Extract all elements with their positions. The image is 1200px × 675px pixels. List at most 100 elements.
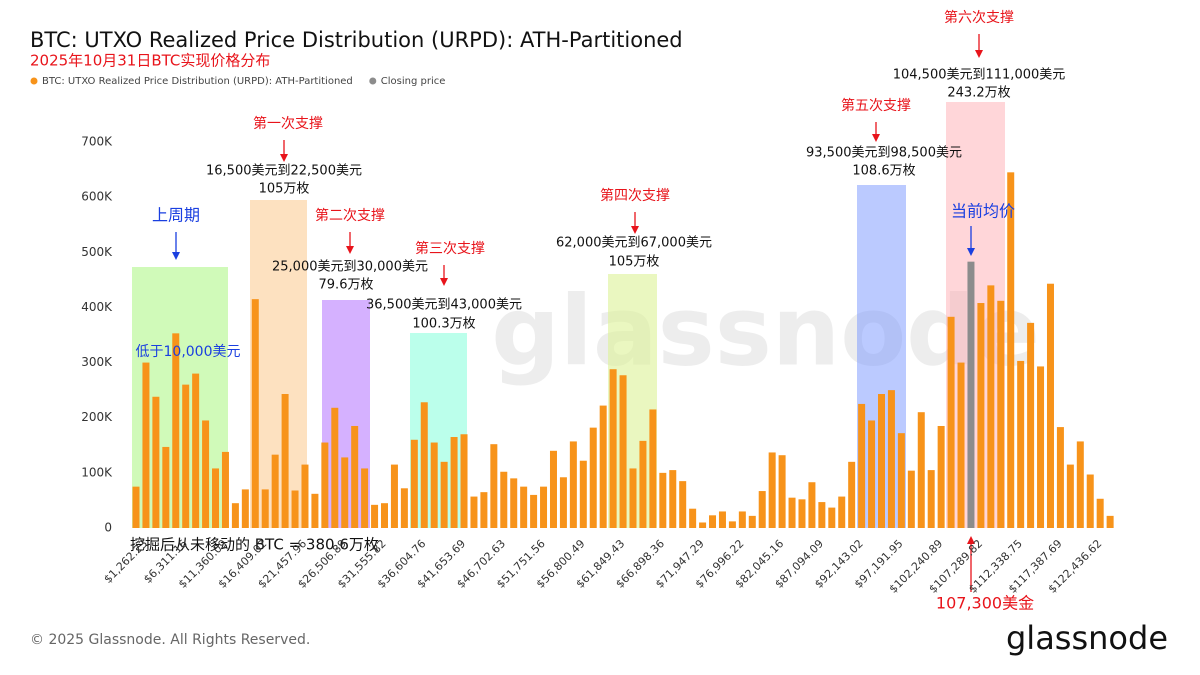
- bar: [997, 300, 1005, 528]
- bar: [261, 489, 269, 528]
- bar: [132, 486, 140, 528]
- support-range: 93,500美元到98,500美元: [806, 146, 962, 161]
- bar: [1086, 474, 1094, 528]
- bar: [987, 285, 995, 528]
- bar: [430, 442, 438, 528]
- bar: [848, 461, 856, 528]
- bar: [798, 499, 806, 528]
- arrow-head: [440, 278, 448, 286]
- bar: [709, 515, 717, 528]
- bar: [440, 461, 448, 528]
- bar: [390, 464, 398, 528]
- bar: [679, 481, 687, 528]
- bar: [689, 508, 697, 528]
- bar: [778, 455, 786, 528]
- bar: [1076, 441, 1084, 528]
- support-label: 第三次支撑: [415, 240, 485, 257]
- copyright: © 2025 Glassnode. All Rights Reserved.: [30, 632, 310, 648]
- support-label: 第一次支撑: [253, 115, 323, 132]
- bar: [530, 494, 538, 528]
- bar: [281, 394, 289, 528]
- bar: [231, 503, 239, 528]
- bar: [500, 471, 508, 528]
- bar: [609, 369, 617, 528]
- bar: [699, 522, 707, 528]
- y-tick-label: 300K: [81, 355, 113, 369]
- bar: [967, 261, 975, 528]
- bar: [1066, 464, 1074, 528]
- y-tick-label: 0: [104, 521, 112, 535]
- bar: [758, 491, 766, 528]
- cycle-label: 上周期: [152, 206, 200, 225]
- support-amount: 100.3万枚: [412, 317, 475, 332]
- bar: [549, 450, 557, 528]
- y-tick-label: 100K: [81, 465, 113, 479]
- bar: [351, 425, 359, 528]
- bar: [291, 490, 299, 528]
- bar: [212, 468, 220, 528]
- support-range: 104,500美元到111,000美元: [893, 68, 1066, 83]
- bar: [1056, 427, 1064, 528]
- bar: [868, 420, 876, 528]
- bar: [1027, 322, 1035, 528]
- bar: [957, 362, 965, 528]
- bar: [470, 496, 478, 528]
- bar: [381, 503, 388, 528]
- y-tick-label: 700K: [81, 135, 113, 149]
- y-tick-label: 500K: [81, 245, 113, 259]
- bar: [182, 384, 190, 528]
- bar: [142, 362, 150, 528]
- legend-swatch: [30, 77, 38, 85]
- bar: [937, 425, 945, 528]
- avg-label: 当前均价: [951, 202, 1015, 221]
- bar: [371, 504, 379, 528]
- support-label: 第四次支撑: [600, 187, 670, 204]
- bar: [1096, 498, 1104, 528]
- arrow-head: [280, 154, 288, 162]
- bar: [1046, 283, 1054, 528]
- support-label: 第五次支撑: [841, 97, 911, 114]
- bar: [311, 493, 319, 528]
- bar: [738, 511, 746, 528]
- bar: [907, 470, 915, 528]
- arrow-head: [172, 252, 180, 260]
- arrow-head: [967, 248, 975, 256]
- logo: glassnode: [1006, 619, 1168, 657]
- y-tick-label: 200K: [81, 410, 113, 424]
- bar: [858, 403, 866, 528]
- bar: [301, 464, 309, 528]
- bar: [510, 478, 518, 528]
- bar: [241, 489, 249, 528]
- support-range: 16,500美元到22,500美元: [206, 164, 362, 179]
- bar: [579, 460, 587, 528]
- legend-label: Closing price: [381, 76, 446, 87]
- bar: [202, 420, 210, 528]
- bar: [400, 488, 408, 528]
- support-amount: 105万枚: [609, 255, 660, 270]
- y-tick-label: 400K: [81, 300, 113, 314]
- y-tick-label: 600K: [81, 190, 113, 204]
- bar: [420, 402, 428, 528]
- bar: [748, 515, 756, 528]
- support-label: 第六次支撑: [944, 9, 1014, 26]
- bar: [818, 502, 826, 528]
- bar: [887, 390, 895, 528]
- bar: [718, 511, 726, 528]
- bar: [172, 333, 180, 528]
- support-region: [410, 333, 467, 528]
- bar: [1037, 366, 1045, 528]
- legend-swatch: [369, 77, 377, 85]
- bar: [917, 412, 925, 528]
- support-amount: 79.6万枚: [319, 278, 374, 293]
- support-range: 25,000美元到30,000美元: [272, 260, 428, 275]
- bar: [1017, 360, 1025, 528]
- bar: [460, 434, 468, 528]
- arrow-head: [975, 50, 983, 58]
- support-region: [946, 102, 1005, 528]
- support-range: 36,500美元到43,000美元: [366, 298, 522, 313]
- chart-title: BTC: UTXO Realized Price Distribution (U…: [30, 28, 683, 52]
- bar: [808, 482, 816, 528]
- avg-price: 107,300美金: [936, 594, 1034, 613]
- legend-label: BTC: UTXO Realized Price Distribution (U…: [42, 76, 353, 87]
- bar: [728, 521, 736, 528]
